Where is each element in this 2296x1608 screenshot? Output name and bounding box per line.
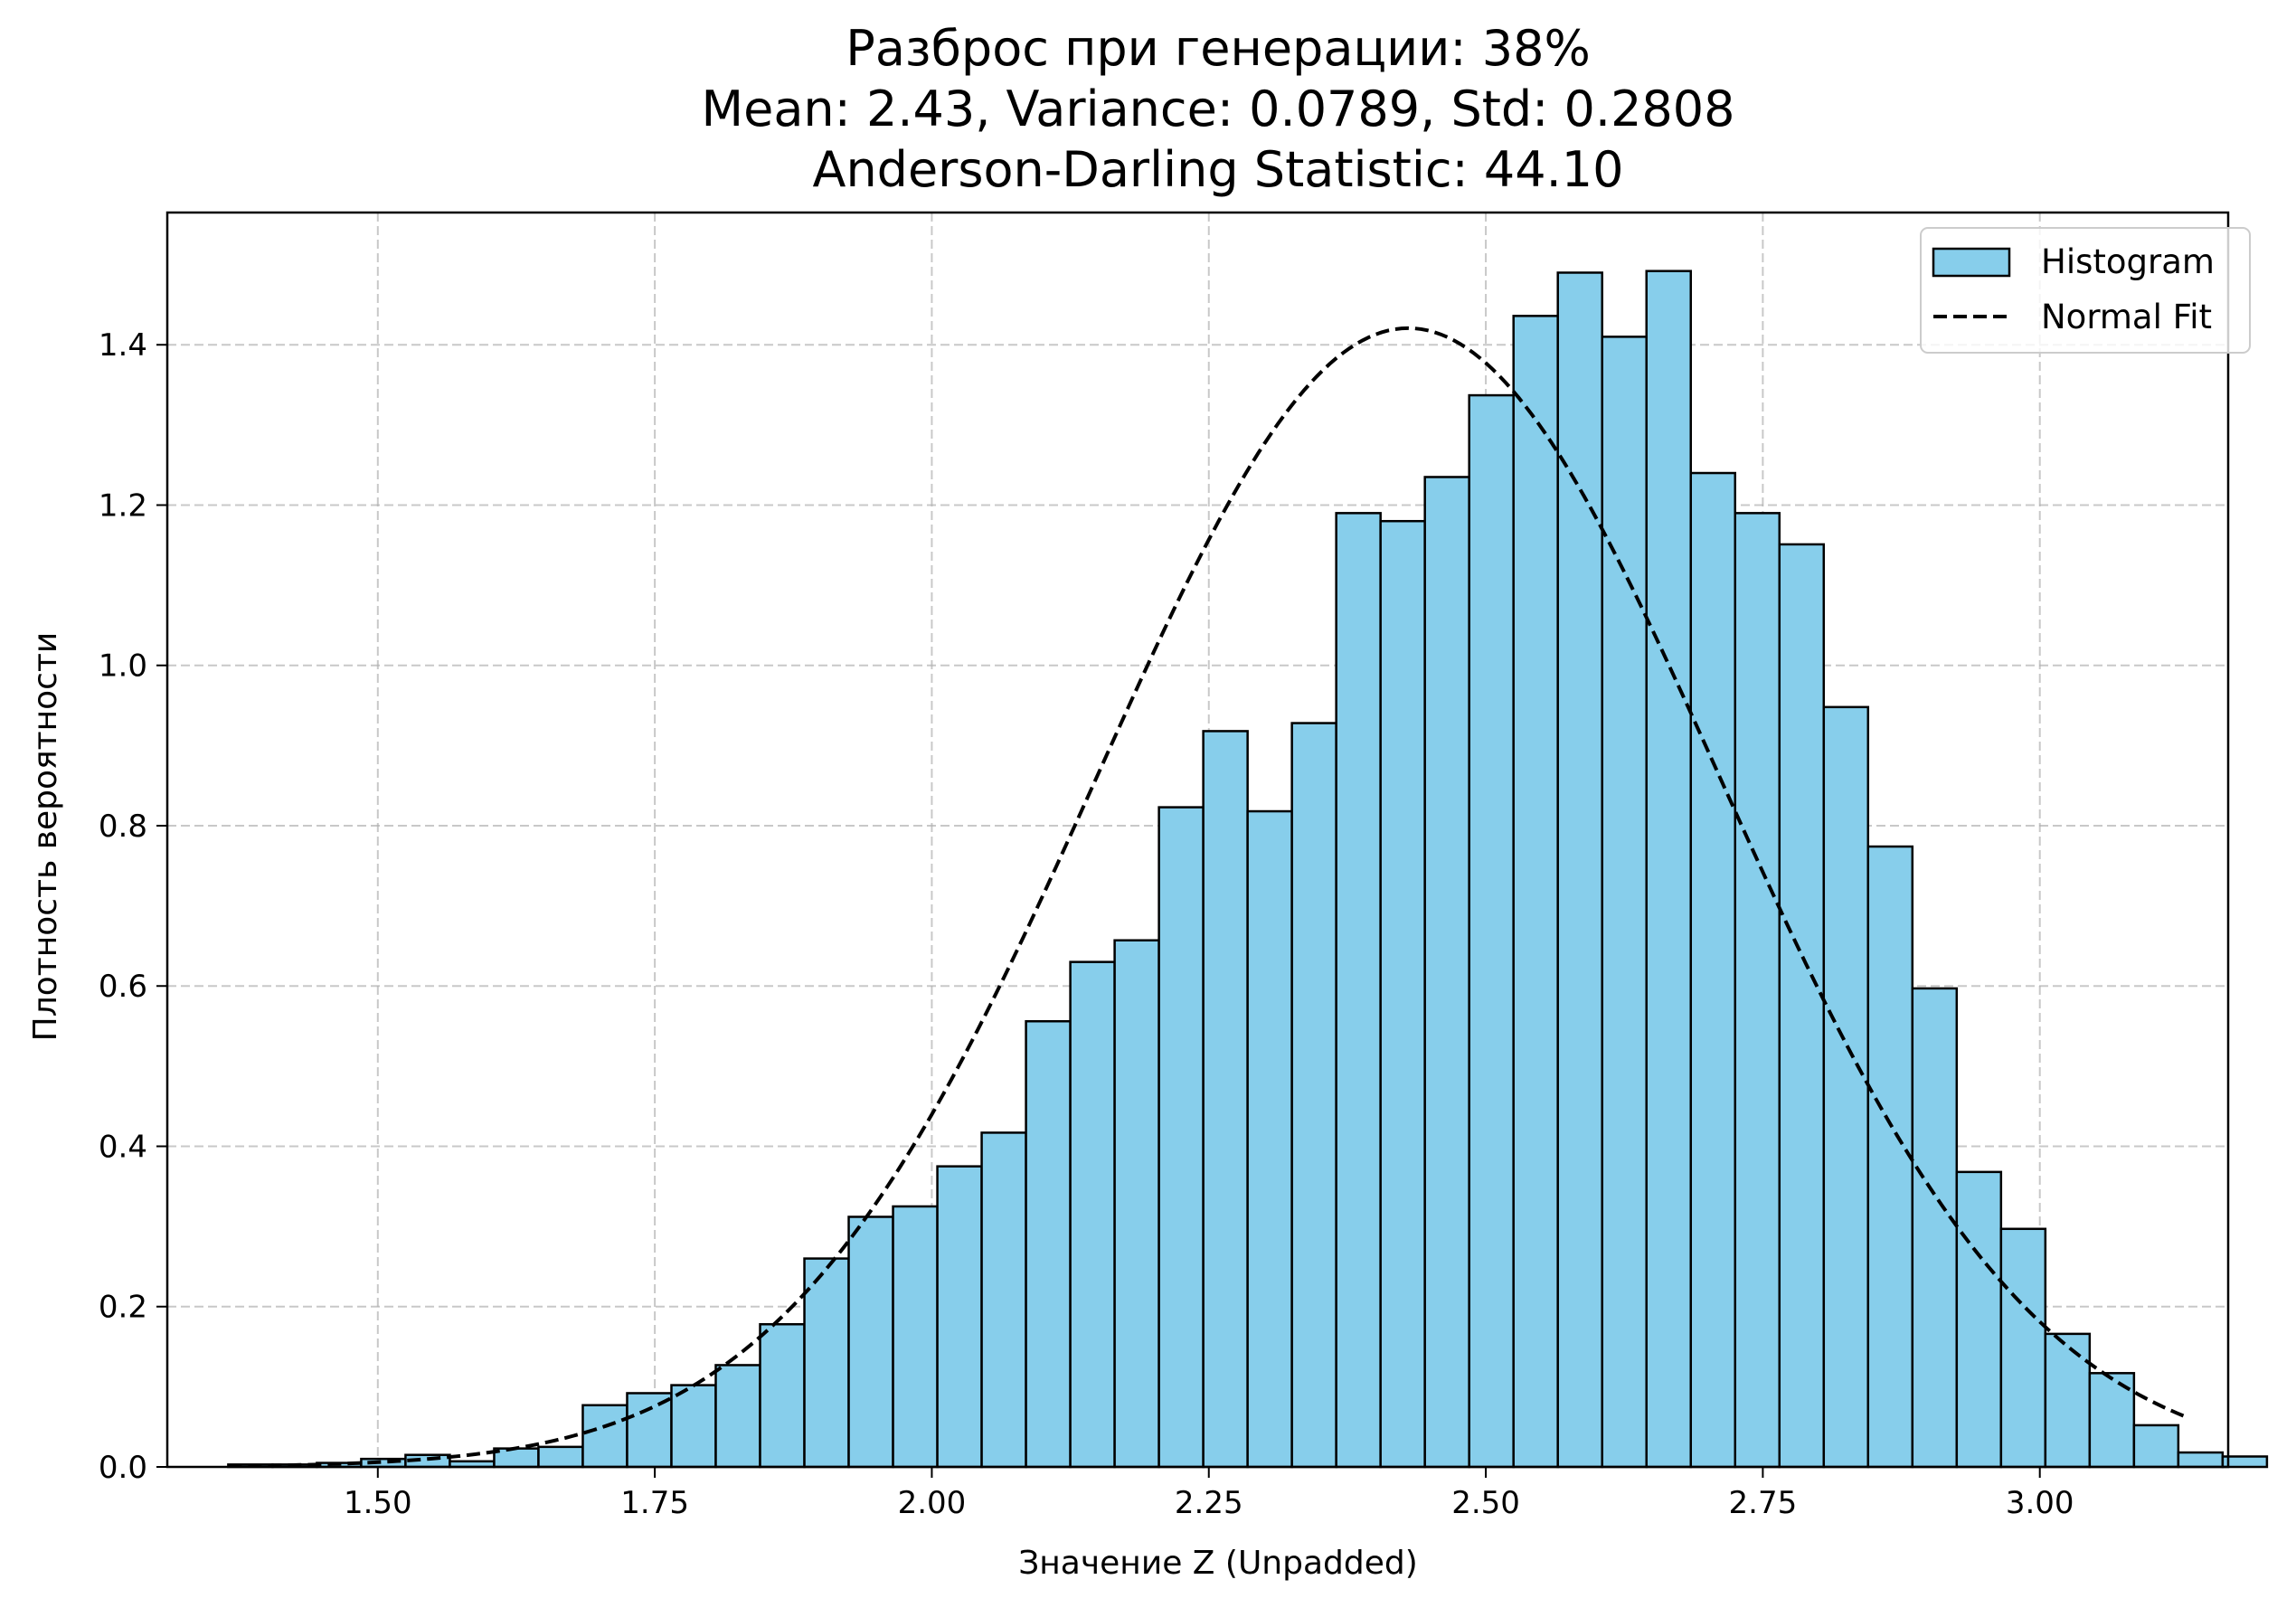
- x-tick-label: 2.75: [1729, 1485, 1798, 1521]
- histogram-bar: [1645, 270, 1692, 1469]
- histogram-bar: [2044, 1332, 2092, 1469]
- histogram-bar: [1202, 730, 1249, 1469]
- histogram-bar: [2177, 1451, 2225, 1469]
- chart-title-line-2: Mean: 2.43, Variance: 0.0789, Std: 0.280…: [702, 80, 1735, 137]
- y-tick-label: 0.8: [99, 809, 147, 845]
- legend: Histogram Normal Fit: [1920, 227, 2251, 354]
- x-tick-label: 2.00: [898, 1485, 967, 1521]
- histogram-bar: [759, 1322, 806, 1469]
- plot-area-frame: [165, 211, 2230, 1469]
- y-axis-ticks: 0.0 0.2 0.4 0.6 0.8 1.0 1.2 1.4: [99, 327, 167, 1486]
- y-tick-label: 1.0: [99, 648, 147, 685]
- histogram-bar: [626, 1392, 673, 1469]
- histogram-bar: [803, 1257, 850, 1469]
- histogram-bar: [936, 1165, 983, 1469]
- histogram-bar: [1734, 512, 1781, 1469]
- histogram-bar: [1290, 722, 1337, 1469]
- histogram-bar: [980, 1131, 1027, 1469]
- histogram-bar: [581, 1404, 628, 1469]
- y-tick-label: 0.2: [99, 1290, 147, 1326]
- histogram-bar: [1999, 1227, 2047, 1469]
- y-tick-label: 1.4: [99, 327, 147, 364]
- histogram-bar: [1689, 471, 1737, 1469]
- x-tick-label: 2.50: [1451, 1485, 1520, 1521]
- histogram-bar: [892, 1205, 939, 1469]
- legend-histogram-label: Histogram: [2041, 242, 2215, 281]
- histogram-bar: [1556, 271, 1603, 1469]
- y-tick-label: 0.4: [99, 1129, 147, 1165]
- legend-normal-fit-label: Normal Fit: [2041, 298, 2212, 336]
- histogram-bar: [493, 1447, 540, 1469]
- y-tick-label: 0.0: [99, 1450, 147, 1486]
- x-tick-label: 3.00: [2006, 1485, 2074, 1521]
- histogram-bar: [1335, 512, 1382, 1469]
- legend-histogram-swatch: [1932, 247, 2011, 278]
- histogram-bar: [670, 1384, 717, 1469]
- histogram-bar: [847, 1215, 894, 1469]
- histogram-bar: [1866, 845, 1914, 1469]
- histogram-bar: [1246, 809, 1293, 1469]
- histogram-bar: [2132, 1424, 2180, 1469]
- histogram-bar: [1911, 987, 1959, 1469]
- histogram-bar: [537, 1445, 584, 1469]
- normal-fit-curve: [228, 326, 2185, 1469]
- histogram-bar: [1512, 315, 1559, 1469]
- x-tick-label: 2.25: [1175, 1485, 1243, 1521]
- histogram-bar: [1423, 476, 1470, 1469]
- x-tick-label: 1.75: [620, 1485, 689, 1521]
- chart-title-line-1: Разброс при генерации: 38%: [846, 20, 1591, 77]
- histogram-bars: [227, 270, 2269, 1469]
- x-tick-label: 1.50: [344, 1485, 412, 1521]
- histogram-bar: [714, 1364, 761, 1469]
- histogram-bar: [1113, 939, 1160, 1469]
- histogram-bar: [1601, 336, 1648, 1469]
- x-axis-ticks: 1.50 1.75 2.00 2.25 2.50 2.75 3.00: [344, 1467, 2074, 1521]
- histogram-bar: [1468, 393, 1515, 1469]
- histogram-bar: [1025, 1019, 1072, 1469]
- histogram-bar: [1955, 1170, 2003, 1469]
- histogram-bar: [1778, 543, 1826, 1469]
- histogram-bar: [2221, 1455, 2269, 1469]
- normal-fit-layer: [228, 326, 2185, 1469]
- histogram-bar: [1157, 806, 1205, 1469]
- y-tick-label: 1.2: [99, 487, 147, 524]
- y-axis-label: Плотность вероятности: [27, 632, 64, 1042]
- x-axis-label: Значение Z (Unpadded): [1018, 1545, 1418, 1582]
- y-tick-label: 0.6: [99, 969, 147, 1005]
- chart-title-line-3: Anderson-Darling Statistic: 44.10: [813, 141, 1624, 198]
- histogram-bar: [1069, 960, 1116, 1469]
- histogram-bar: [1822, 705, 1870, 1469]
- histogram-bar: [1379, 519, 1426, 1469]
